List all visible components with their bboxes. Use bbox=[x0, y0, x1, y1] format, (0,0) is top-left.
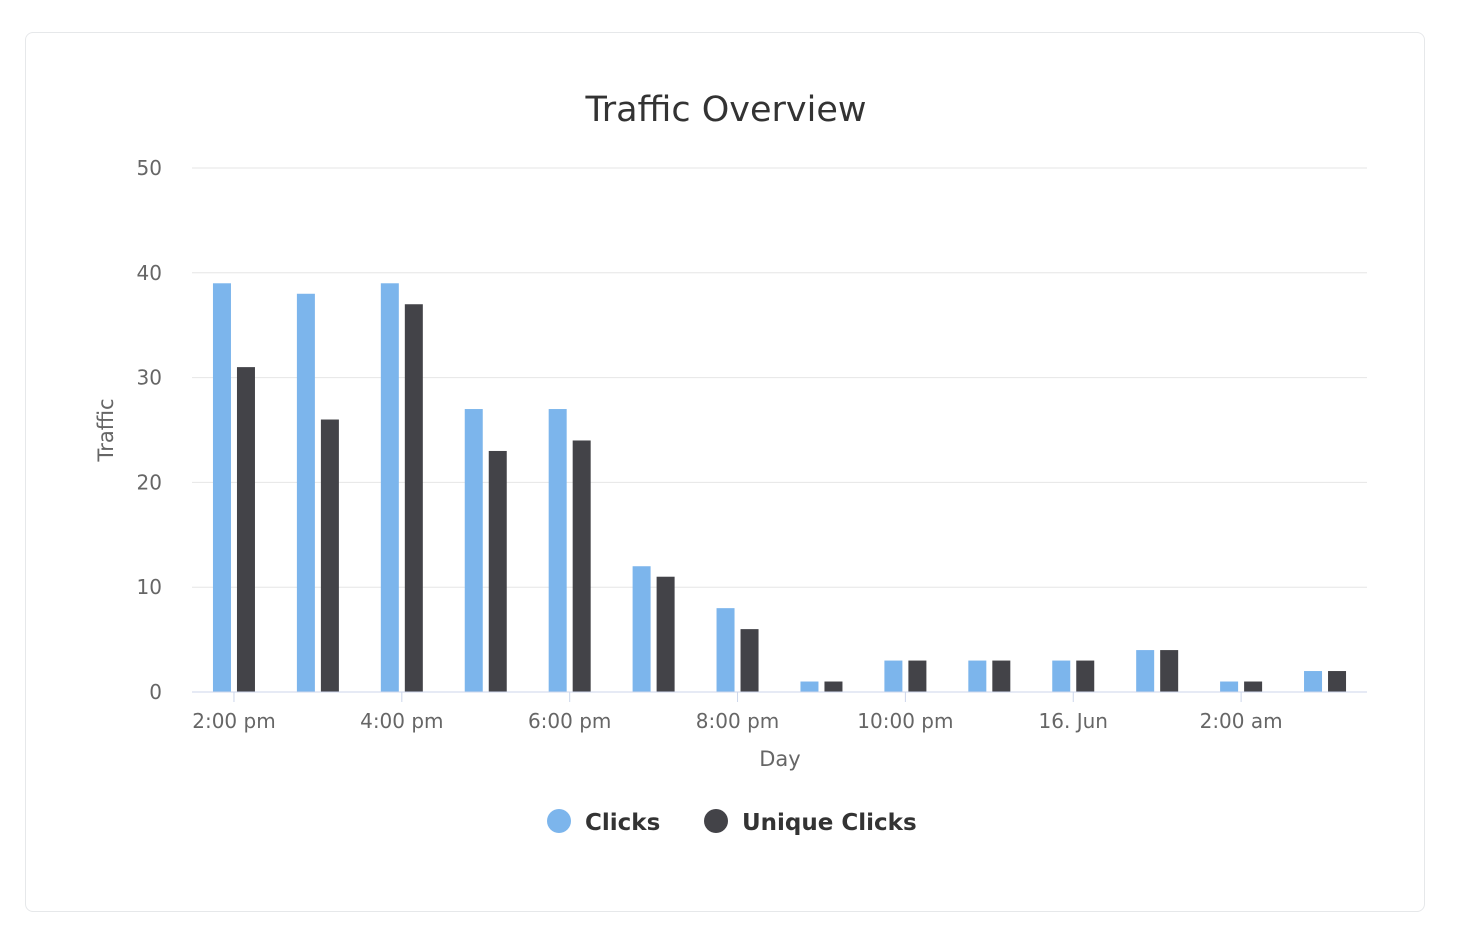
bar-clicks[interactable] bbox=[212, 283, 231, 692]
x-tick-label: 10:00 pm bbox=[857, 709, 953, 733]
bar-unique-clicks[interactable] bbox=[1244, 681, 1263, 692]
x-tick-label: 6:00 pm bbox=[528, 709, 611, 733]
bar-clicks[interactable] bbox=[380, 283, 399, 692]
bar-unique-clicks[interactable] bbox=[992, 660, 1011, 692]
x-tick-label: 16. Jun bbox=[1039, 709, 1108, 733]
legend-item-clicks[interactable]: Clicks bbox=[547, 809, 660, 836]
y-axis-title: Traffic bbox=[94, 398, 118, 462]
y-tick-label: 40 bbox=[137, 261, 162, 285]
y-tick-label: 30 bbox=[137, 366, 162, 390]
bar-unique-clicks[interactable] bbox=[320, 419, 339, 692]
gridlines bbox=[192, 167, 1367, 693]
bar-clicks[interactable] bbox=[800, 681, 819, 692]
y-tick-label: 20 bbox=[137, 470, 162, 494]
y-tick-label: 10 bbox=[137, 575, 162, 599]
bar-clicks[interactable] bbox=[1052, 660, 1071, 692]
legend: Clicks Unique Clicks bbox=[547, 809, 917, 836]
legend-item-unique-clicks[interactable]: Unique Clicks bbox=[704, 809, 917, 836]
bar-clicks[interactable] bbox=[632, 566, 651, 692]
x-axis: 2:00 pm 4:00 pm 6:00 pm 8:00 pm 10:00 pm 16. … bbox=[192, 691, 1367, 733]
y-axis-ticks: 0 10 20 30 40 50 bbox=[137, 156, 162, 704]
chart-card: Traffic Overview 0 10 20 30 40 50 2:00 pm 4:00… bbox=[25, 32, 1425, 912]
bar-clicks[interactable] bbox=[1220, 681, 1239, 692]
y-tick-label: 50 bbox=[137, 156, 162, 180]
legend-label: Unique Clicks bbox=[742, 810, 917, 836]
bar-clicks[interactable] bbox=[1304, 671, 1323, 692]
x-tick-label: 2:00 am bbox=[1200, 709, 1283, 733]
bar-clicks[interactable] bbox=[464, 409, 483, 692]
x-tick-label: 4:00 pm bbox=[360, 709, 443, 733]
bars bbox=[212, 283, 1347, 692]
bar-clicks[interactable] bbox=[884, 660, 903, 692]
x-tick-label: 8:00 pm bbox=[696, 709, 779, 733]
bar-unique-clicks[interactable] bbox=[236, 367, 255, 692]
traffic-chart: Traffic Overview 0 10 20 30 40 50 2:00 pm 4:00… bbox=[94, 90, 1367, 836]
bar-clicks[interactable] bbox=[1136, 650, 1155, 692]
bar-clicks[interactable] bbox=[548, 409, 567, 692]
chart-title: Traffic Overview bbox=[584, 90, 866, 130]
y-tick-label: 0 bbox=[149, 680, 162, 704]
x-axis-title: Day bbox=[759, 747, 800, 771]
legend-marker bbox=[547, 809, 571, 833]
bar-unique-clicks[interactable] bbox=[1076, 660, 1095, 692]
legend-marker bbox=[704, 809, 728, 833]
bar-clicks[interactable] bbox=[296, 293, 315, 692]
x-tick-label: 2:00 pm bbox=[192, 709, 275, 733]
bar-unique-clicks[interactable] bbox=[1160, 650, 1179, 692]
bar-clicks[interactable] bbox=[968, 660, 987, 692]
legend-label: Clicks bbox=[585, 810, 660, 836]
bar-unique-clicks[interactable] bbox=[404, 304, 423, 692]
bar-unique-clicks[interactable] bbox=[824, 681, 843, 692]
bar-unique-clicks[interactable] bbox=[740, 629, 759, 692]
bar-unique-clicks[interactable] bbox=[488, 450, 507, 692]
bar-unique-clicks[interactable] bbox=[1328, 671, 1347, 692]
bar-clicks[interactable] bbox=[716, 608, 735, 692]
bar-unique-clicks[interactable] bbox=[656, 576, 675, 692]
bar-unique-clicks[interactable] bbox=[908, 660, 927, 692]
bar-unique-clicks[interactable] bbox=[572, 440, 591, 692]
